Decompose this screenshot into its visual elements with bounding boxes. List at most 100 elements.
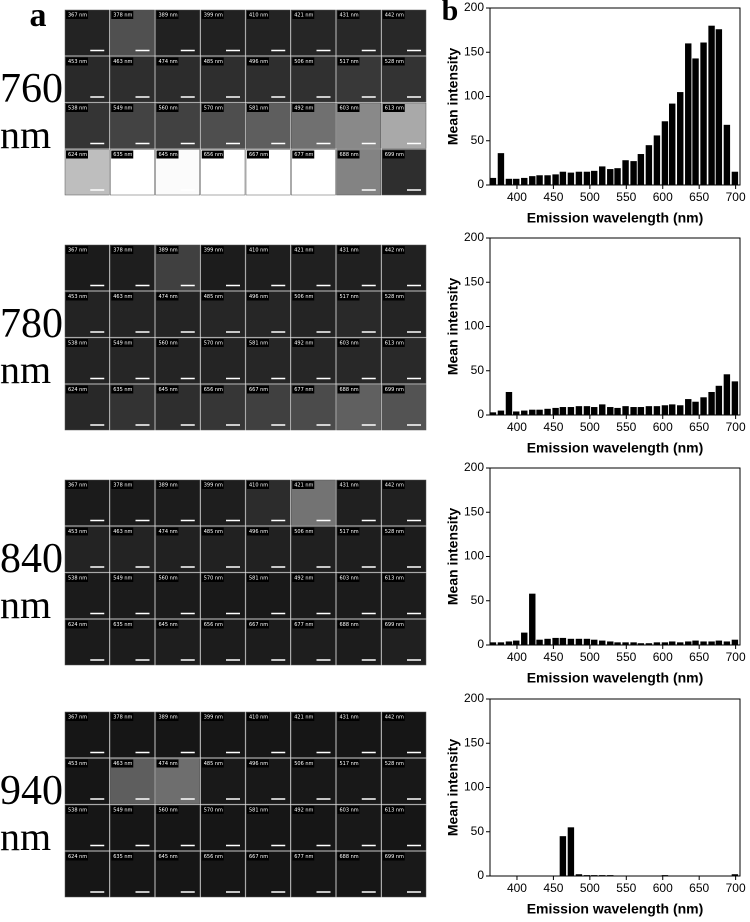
label-strip xyxy=(111,759,134,768)
channel-label: 442 nm xyxy=(385,715,404,721)
label-strip xyxy=(201,150,224,159)
y-tick-label: 150 xyxy=(464,44,484,58)
label-strip xyxy=(292,292,315,301)
label-strip xyxy=(156,574,179,582)
bar xyxy=(723,124,731,185)
bar xyxy=(731,639,739,645)
label-strip xyxy=(247,481,269,489)
channel-label: 517 nm xyxy=(340,761,359,767)
bar xyxy=(513,640,520,645)
label-strip xyxy=(337,385,360,394)
x-tick-label: 650 xyxy=(689,881,709,895)
channel-label: 367 nm xyxy=(68,248,87,254)
channel-label: 431 nm xyxy=(340,13,359,19)
label-strip xyxy=(337,574,360,582)
channel-label: 431 nm xyxy=(340,483,359,489)
channel-label: 613 nm xyxy=(385,808,404,814)
label-strip xyxy=(292,385,315,394)
channel-label: 506 nm xyxy=(294,59,313,65)
label-strip xyxy=(111,806,134,814)
label-strip xyxy=(247,104,269,112)
channel-label: 410 nm xyxy=(249,483,268,489)
label-strip xyxy=(156,759,179,768)
channel-label: 570 nm xyxy=(204,576,223,582)
channel-label: 421 nm xyxy=(294,13,313,19)
bar xyxy=(521,410,528,415)
bar xyxy=(575,406,583,415)
label-strip xyxy=(111,385,134,394)
bar xyxy=(708,641,715,645)
label-strip xyxy=(247,150,269,159)
channel-label: 410 nm xyxy=(249,13,268,19)
bar xyxy=(677,405,684,415)
channel-label: 442 nm xyxy=(385,483,404,489)
bar xyxy=(645,406,653,415)
label-strip xyxy=(66,806,88,814)
x-tick-label: 700 xyxy=(726,190,746,204)
label-strip xyxy=(111,11,134,19)
label-strip xyxy=(337,104,360,112)
channel-label: 538 nm xyxy=(68,808,87,814)
label-strip xyxy=(156,620,179,629)
label-strip xyxy=(111,57,134,66)
label-strip xyxy=(382,527,405,536)
bar xyxy=(645,643,653,645)
bar xyxy=(529,593,536,645)
bar xyxy=(700,641,707,645)
label-strip xyxy=(201,246,224,254)
channel-label: 624 nm xyxy=(68,622,87,628)
y-axis-label: Mean intensity xyxy=(445,508,461,605)
bar xyxy=(599,875,606,876)
label-strip xyxy=(247,713,269,721)
label-strip xyxy=(156,339,179,347)
channel-label: 645 nm xyxy=(159,854,178,860)
bar xyxy=(685,641,692,645)
y-tick-label: 0 xyxy=(477,637,484,651)
channel-label: 378 nm xyxy=(113,248,132,254)
y-tick-label: 150 xyxy=(464,735,484,749)
label-strip xyxy=(201,713,224,721)
label-strip xyxy=(292,527,315,536)
channel-label: 613 nm xyxy=(385,341,404,347)
bar xyxy=(544,408,551,415)
bar xyxy=(559,637,567,645)
label-strip xyxy=(337,481,360,489)
channel-label: 677 nm xyxy=(294,152,313,158)
bar xyxy=(708,391,715,415)
label-strip xyxy=(66,150,88,159)
channel-label: 410 nm xyxy=(249,715,268,721)
channel-label: 635 nm xyxy=(113,622,132,628)
bar xyxy=(637,154,645,185)
bar xyxy=(685,43,692,186)
bar xyxy=(552,407,559,415)
label-strip xyxy=(292,104,315,112)
x-tick-label: 450 xyxy=(543,420,563,434)
label-strip xyxy=(382,620,405,629)
y-tick-label: 50 xyxy=(471,133,485,147)
bar xyxy=(669,404,676,415)
bar xyxy=(559,171,567,185)
bar xyxy=(614,642,621,645)
label-strip xyxy=(66,852,88,861)
x-tick-label: 550 xyxy=(616,190,636,204)
bar xyxy=(583,875,591,876)
label-strip xyxy=(292,574,315,582)
label-strip xyxy=(382,150,405,159)
bar xyxy=(536,175,543,185)
y-axis-label: Mean intensity xyxy=(445,739,461,836)
channel-label: 485 nm xyxy=(204,761,223,767)
label-strip xyxy=(111,574,134,582)
bar xyxy=(723,374,731,415)
bar xyxy=(591,639,598,645)
label-strip xyxy=(156,150,179,159)
channel-label: 549 nm xyxy=(113,576,132,582)
bar xyxy=(583,406,591,415)
x-tick-label: 450 xyxy=(543,881,563,895)
label-strip xyxy=(337,339,360,347)
channel-label: 389 nm xyxy=(159,248,178,254)
x-axis-label: Emission wavelength (nm) xyxy=(527,440,704,456)
label-strip xyxy=(382,11,405,19)
y-axis-label: Mean intensity xyxy=(445,278,461,375)
bar xyxy=(692,58,699,185)
